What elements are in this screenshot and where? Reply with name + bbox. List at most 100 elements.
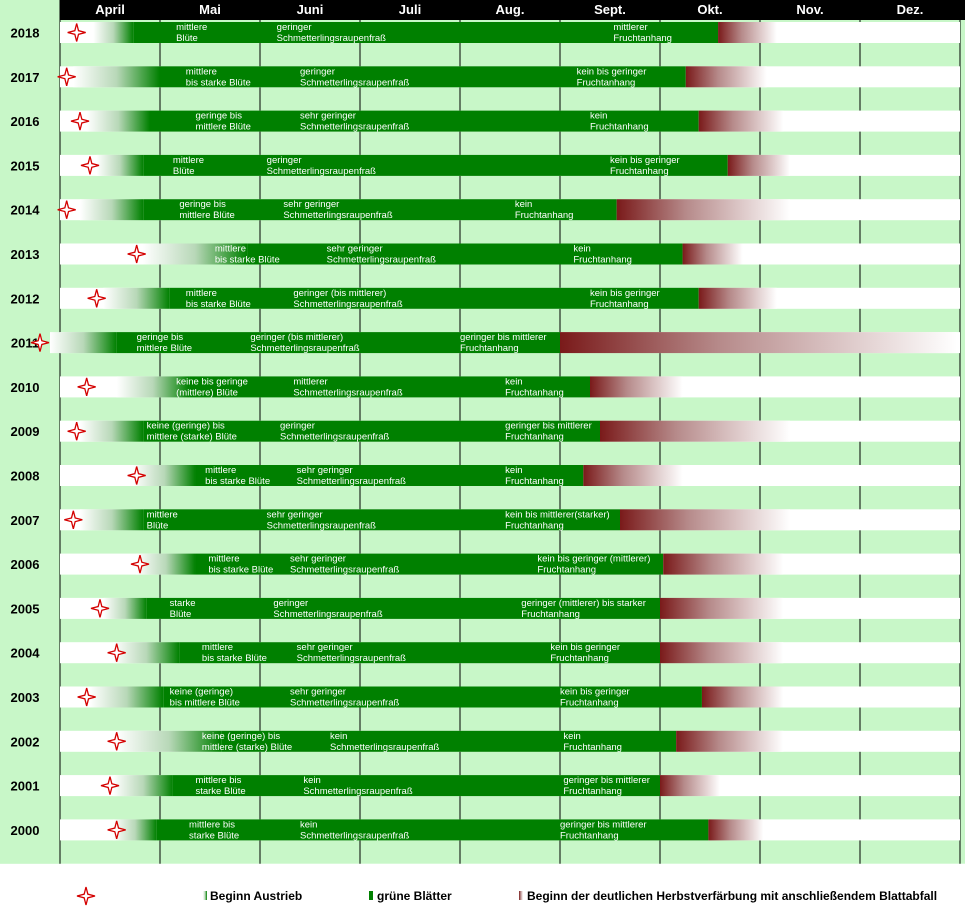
austrieb-bar xyxy=(113,819,157,841)
austrieb-marker-icon xyxy=(90,599,110,618)
month-label: Aug. xyxy=(496,2,525,17)
austrieb-marker-icon xyxy=(30,333,50,352)
bar-annotation-line: mittlere xyxy=(205,465,236,476)
bar-annotation: sehr geringer Schmetterlingsraupenfraß xyxy=(297,465,406,487)
bar-annotation-line: mittlere xyxy=(186,288,217,299)
bar-annotation: geringe bis mittlere Blüte xyxy=(137,332,192,354)
austrieb-bar xyxy=(80,420,144,442)
austrieb-marker-icon xyxy=(67,422,86,441)
bar-annotation-line: kein bis geringer xyxy=(590,288,660,299)
green-leaves-bar xyxy=(143,154,728,176)
bar-annotation: geringer Schmetterlingsraupenfraß xyxy=(267,155,376,177)
green-leaves-bar xyxy=(146,597,660,619)
bar-annotation-line: keine (geringe) xyxy=(170,687,233,698)
bar-annotation: kein bis mittlerer(starker) Fruchtanhang xyxy=(505,509,610,531)
herbst-bar xyxy=(698,287,777,309)
bar-annotation-line: Schmetterlingsraupenfraß xyxy=(300,830,409,841)
bar-annotation-line: geringer xyxy=(280,421,315,432)
bar-annotation: keine (geringe) bis mittlere Blüte xyxy=(170,687,240,709)
bar-annotation: mittlere bis starke Blüte xyxy=(186,66,251,88)
year-row: 2015 mittlere Blüte geringer Schmetterlingsr… xyxy=(11,154,960,177)
bar-annotation-line: mittlere bis xyxy=(189,819,235,830)
bar-annotation: geringer (bis mittlerer) Schmetterlingsra… xyxy=(293,288,402,310)
green-leaves-bar xyxy=(143,420,601,442)
year-row: 2011 geringe bis mittlere Blüte geringer (b… xyxy=(11,332,960,354)
bar-annotation-line: Schmetterlingsraupenfraß xyxy=(297,476,406,487)
green-leaves-bar xyxy=(179,642,660,664)
legend-swatch-herbst xyxy=(519,891,523,900)
herbst-bar xyxy=(685,66,767,88)
bar-annotation-line: geringer bis mittlerer xyxy=(560,819,647,830)
bar-annotation: kein bis geringer Fruchtanhang xyxy=(550,642,620,664)
bar-annotation-line: mittlere xyxy=(215,244,246,255)
year-row: 2018 mittlere Blüte geringer Schmetterlingsr… xyxy=(11,22,960,44)
bar-annotation-line: sehr geringer xyxy=(327,244,383,255)
bar-annotation-line: Fruchtanhang xyxy=(515,210,574,221)
bar-annotation-line: sehr geringer xyxy=(283,199,339,210)
herbst-bar xyxy=(600,420,790,442)
bar-annotation-line: Fruchtanhang xyxy=(505,476,564,487)
austrieb-bar xyxy=(133,465,196,486)
month-label: Mai xyxy=(199,2,221,17)
bar-annotation-line: Fruchtanhang xyxy=(560,830,619,841)
bar-annotation-line: geringe bis xyxy=(195,111,242,122)
bar-annotation-line: Schmetterlingsraupenfraß xyxy=(290,698,399,709)
austrieb-marker-icon xyxy=(67,23,86,42)
austrieb-bar xyxy=(113,775,173,797)
bar-annotation: kein Fruchtanhang xyxy=(573,244,632,266)
austrieb-bar xyxy=(142,243,248,265)
bar-annotation-line: kein bis geringer (mittlerer) xyxy=(537,554,650,565)
legend-swatch xyxy=(369,891,373,900)
bar-annotation-line: Schmetterlingsraupenfraß xyxy=(250,343,359,354)
bar-annotation-line: sehr geringer xyxy=(290,687,346,698)
austrieb-marker-icon xyxy=(127,466,146,485)
year-row: 2008 mittlere bis starke Blüte sehr geringe… xyxy=(11,465,960,487)
bar-annotation-line: mittlere (starke) Blüte xyxy=(147,432,237,443)
herbst-bar xyxy=(660,597,784,619)
year-row: 2007 mittlere Blüte sehr geringer Schmetterl… xyxy=(11,509,960,531)
year-row: 2003 keine (geringe) bis mittlere Blüte seh… xyxy=(11,686,960,709)
legend: Beginn Austrieb grüne Blätter Beginn der d… xyxy=(76,886,937,906)
bar-annotation-line: Fruchtanhang xyxy=(505,520,564,531)
austrieb-marker-icon xyxy=(77,377,96,397)
green-leaves-bar xyxy=(160,66,686,88)
bar-annotation: sehr geringer Schmetterlingsraupenfraß xyxy=(267,509,376,531)
year-column-background xyxy=(0,0,60,864)
bar-annotation: kein bis geringer Fruchtanhang xyxy=(610,155,680,177)
year-label: 2015 xyxy=(11,158,40,173)
green-leaves-bar xyxy=(221,730,677,752)
herbst-bar xyxy=(583,465,683,486)
bar-annotation-line: Fruchtanhang xyxy=(505,387,564,398)
year-row: 2006 mittlere bis starke Blüte sehr geringe… xyxy=(11,553,960,576)
bar-annotation-line: bis starke Blüte xyxy=(205,476,270,487)
herbst-bar xyxy=(660,775,720,797)
year-label: 2003 xyxy=(11,690,40,705)
bar-annotation-line: mittlerer xyxy=(293,376,327,387)
bar-annotation: kein Schmetterlingsraupenfraß xyxy=(303,775,412,797)
bar-annotation: sehr geringer Schmetterlingsraupenfraß xyxy=(300,111,409,133)
legend-swatch-austrieb xyxy=(203,891,207,900)
bar-annotation: mittlerer Schmetterlingsraupenfraß xyxy=(293,376,402,398)
austrieb-marker-icon xyxy=(80,156,100,175)
austrieb-bar xyxy=(90,686,164,708)
bar-annotation: kein Fruchtanhang xyxy=(515,199,574,221)
bar-annotation-line: Schmetterlingsraupenfraß xyxy=(280,432,389,443)
green-leaves-bar xyxy=(189,376,590,398)
bar-annotation: mittlerer Fruchtanhang xyxy=(613,22,672,44)
austrieb-marker-icon xyxy=(70,111,90,131)
year-label: 2002 xyxy=(11,734,40,749)
herbst-bar xyxy=(698,110,784,132)
green-leaves-bar xyxy=(195,465,584,486)
month-label: Okt. xyxy=(697,2,722,17)
bar-annotation-line: bis starke Blüte xyxy=(202,653,267,664)
bar-annotation-line: geringer xyxy=(267,155,302,166)
bar-annotation: geringer Schmetterlingsraupenfraß xyxy=(277,22,386,44)
bar-annotation: mittlere bis starke Blüte xyxy=(186,288,251,310)
austrieb-bar xyxy=(103,287,170,309)
month-label: Sept. xyxy=(594,2,626,17)
bar-annotation: starke Blüte xyxy=(170,598,196,620)
bar-annotation-line: mittlere xyxy=(173,155,204,166)
year-label: 2017 xyxy=(11,70,40,85)
austrieb-bar xyxy=(103,597,147,619)
